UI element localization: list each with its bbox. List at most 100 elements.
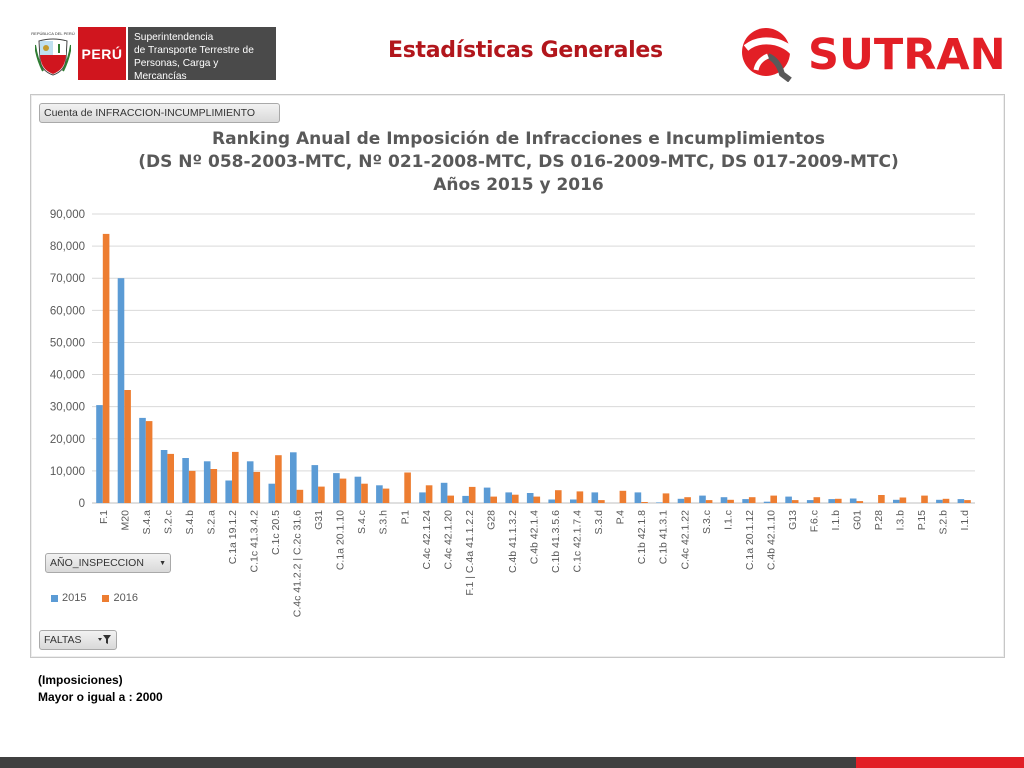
bar-2016	[145, 421, 153, 503]
x-tick-label: S.2.a	[205, 510, 217, 535]
x-tick-label: F.1	[98, 510, 110, 524]
filter-dropdown-icon	[98, 635, 111, 644]
legend-label-2016: 2016	[113, 592, 138, 604]
bar-2015	[763, 501, 771, 503]
legend-label-2015: 2015	[62, 592, 87, 604]
bar-2016	[404, 472, 411, 503]
bar-2016	[878, 495, 885, 503]
x-tick-label: C.1b 41.3.5.6	[550, 510, 562, 573]
sutran-logo: SUTRAN	[738, 26, 1006, 83]
bar-2015	[699, 495, 706, 503]
legend-item-2016: 2016	[102, 592, 138, 604]
x-tick-label: S.4.a	[141, 510, 153, 535]
bar-2016	[533, 496, 541, 503]
bar-2015	[570, 499, 577, 503]
bar-2015	[376, 485, 383, 503]
bar-2016	[942, 498, 950, 503]
x-tick-label: I.3.b	[895, 510, 907, 531]
bar-2016	[641, 502, 648, 503]
bar-2016	[232, 451, 239, 503]
dropdown-arrow-icon: ▼	[159, 559, 166, 567]
bar-2015	[742, 499, 749, 503]
x-tick-label: S.4.b	[184, 510, 196, 535]
peru-government-logo: REPÚBLICA DEL PERÚ PERÚ Superintendencia…	[28, 27, 276, 82]
bar-2015	[160, 450, 168, 503]
x-tick-label: F.1 | C.4a 41.1.2.2	[464, 510, 476, 596]
footer-accent	[856, 757, 1024, 768]
bar-2015	[483, 487, 491, 503]
x-tick-label: P.15	[916, 510, 928, 530]
x-tick-label: C.1a 20.1.12	[744, 510, 756, 570]
bar-2015	[117, 278, 125, 503]
y-tick-label: 40,000	[50, 370, 85, 382]
bar-2016	[813, 497, 821, 503]
bar-2015	[849, 498, 857, 503]
chart-legend: 2015 2016	[51, 592, 138, 604]
bar-2016	[921, 495, 928, 503]
bar-2016	[296, 489, 304, 503]
sutran-emblem-icon	[742, 28, 800, 83]
x-tick-label: C.4b 42.1.4	[529, 510, 541, 564]
bar-2016	[167, 453, 174, 503]
bar-2015	[677, 498, 685, 503]
bar-2015	[203, 461, 211, 503]
bar-2016	[705, 500, 713, 503]
x-tick-label: S.4.c	[356, 510, 368, 534]
x-tick-label: C.4c 42.1.24	[421, 510, 433, 570]
bar-2016	[662, 493, 670, 503]
x-tick-label: F.6.c	[808, 510, 820, 532]
x-tick-label: G31	[313, 510, 325, 530]
x-tick-label: S.2.b	[938, 510, 950, 535]
bar-2016	[619, 490, 627, 503]
bar-2015	[139, 417, 146, 503]
brand-name: SUTRAN	[808, 30, 1006, 80]
bar-2016	[684, 497, 691, 503]
x-tick-label: S.3.h	[378, 510, 390, 535]
bar-2015	[806, 500, 814, 503]
bar-2015	[268, 483, 276, 503]
y-tick-label: 90,000	[50, 209, 85, 221]
bar-2015	[419, 492, 426, 503]
peru-caption: REPÚBLICA DEL PERÚ	[31, 30, 75, 36]
x-tick-label: C.1c 20.5	[270, 510, 282, 555]
x-tick-label: I.1.d	[959, 510, 971, 531]
x-tick-label: C.1b 41.3.1	[658, 510, 670, 564]
chart-title-line-1: Ranking Anual de Imposición de Infraccio…	[212, 129, 825, 149]
bar-2015	[96, 405, 103, 503]
bar-2016	[835, 498, 842, 503]
value-field-button[interactable]: Cuenta de INFRACCION-INCUMPLIMIENTO	[39, 103, 280, 123]
legend-swatch-2015	[51, 594, 58, 602]
bar-2016	[318, 486, 325, 503]
bar-2015	[182, 458, 189, 503]
filter-field-button[interactable]: FALTAS	[39, 630, 117, 650]
bar-2016	[339, 478, 347, 503]
pivot-chart-panel[interactable]: Cuenta de INFRACCION-INCUMPLIMIENTO Rank…	[30, 94, 1005, 658]
x-tick-label: P.28	[873, 510, 885, 530]
bar-2016	[598, 500, 605, 503]
y-tick-label: 60,000	[50, 305, 85, 317]
bar-2015	[893, 499, 900, 503]
bar-2016	[791, 500, 799, 503]
page-title: Estadísticas Generales	[388, 38, 663, 63]
chart-notes: (Imposiciones) Mayor o igual a : 2000	[38, 672, 163, 706]
bar-2015	[526, 493, 534, 503]
y-tick-label: 30,000	[50, 402, 85, 414]
bar-2015	[548, 499, 555, 503]
header: REPÚBLICA DEL PERÚ PERÚ Superintendencia…	[0, 0, 1024, 92]
bar-2015	[957, 499, 965, 503]
x-tick-label: C.4c 42.1.20	[442, 510, 454, 570]
bar-2015	[591, 492, 599, 503]
x-tick-label: P.1	[399, 510, 411, 525]
x-tick-label: S.3.d	[593, 510, 605, 535]
bar-2016	[899, 497, 907, 503]
bar-2015	[785, 496, 792, 503]
footer-bar	[0, 757, 1024, 768]
bar-2015	[225, 480, 232, 503]
y-tick-label: 70,000	[50, 273, 85, 285]
bar-2016	[490, 496, 497, 503]
series-field-button[interactable]: AÑO_INSPECCION ▼	[45, 553, 171, 573]
x-tick-label: S.2.c	[162, 510, 174, 534]
bar-2016	[576, 491, 584, 503]
y-tick-label: 80,000	[50, 241, 85, 253]
bar-2016	[188, 470, 196, 503]
